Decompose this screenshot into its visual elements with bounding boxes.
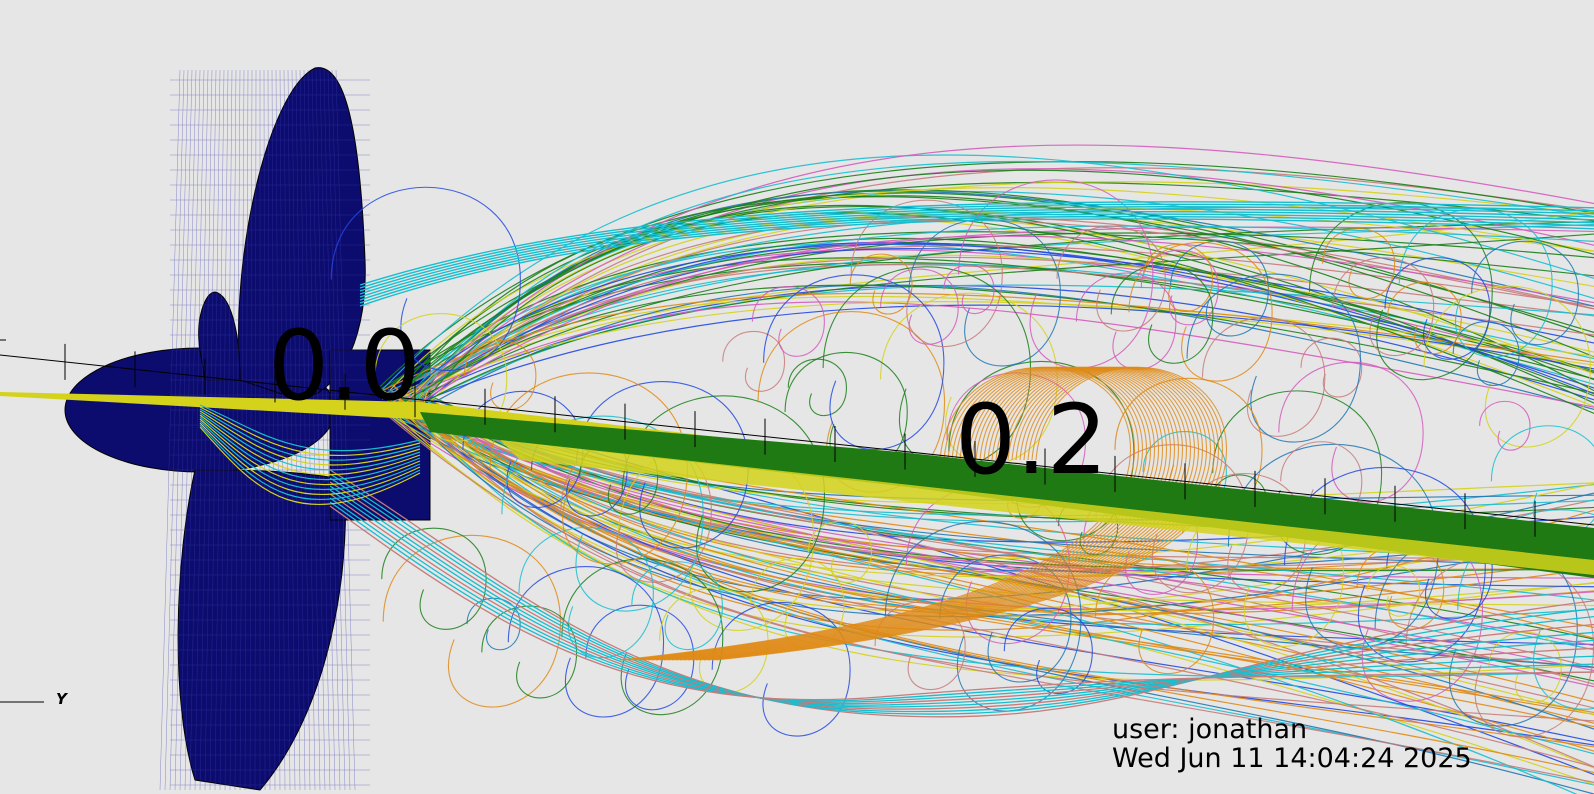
streamline-bands [0,392,1594,578]
annotation-user: user: jonathan [1112,714,1308,745]
axis-tick-label-0: 0.0 [268,310,421,422]
annotation-text: user: jonathan Wed Jun 11 14:04:24 2025 [1112,715,1472,773]
propeller-blade-upper [237,67,366,401]
triad-y-label: Y [56,690,67,708]
axis-tick-label-1: 0.2 [955,384,1108,496]
axis-ruler [0,339,1594,537]
annotation-date: Wed Jun 11 14:04:24 2025 [1112,743,1472,774]
streamlines [329,144,1594,794]
propeller-blade-lower [177,469,346,791]
propeller-mesh [64,67,431,791]
